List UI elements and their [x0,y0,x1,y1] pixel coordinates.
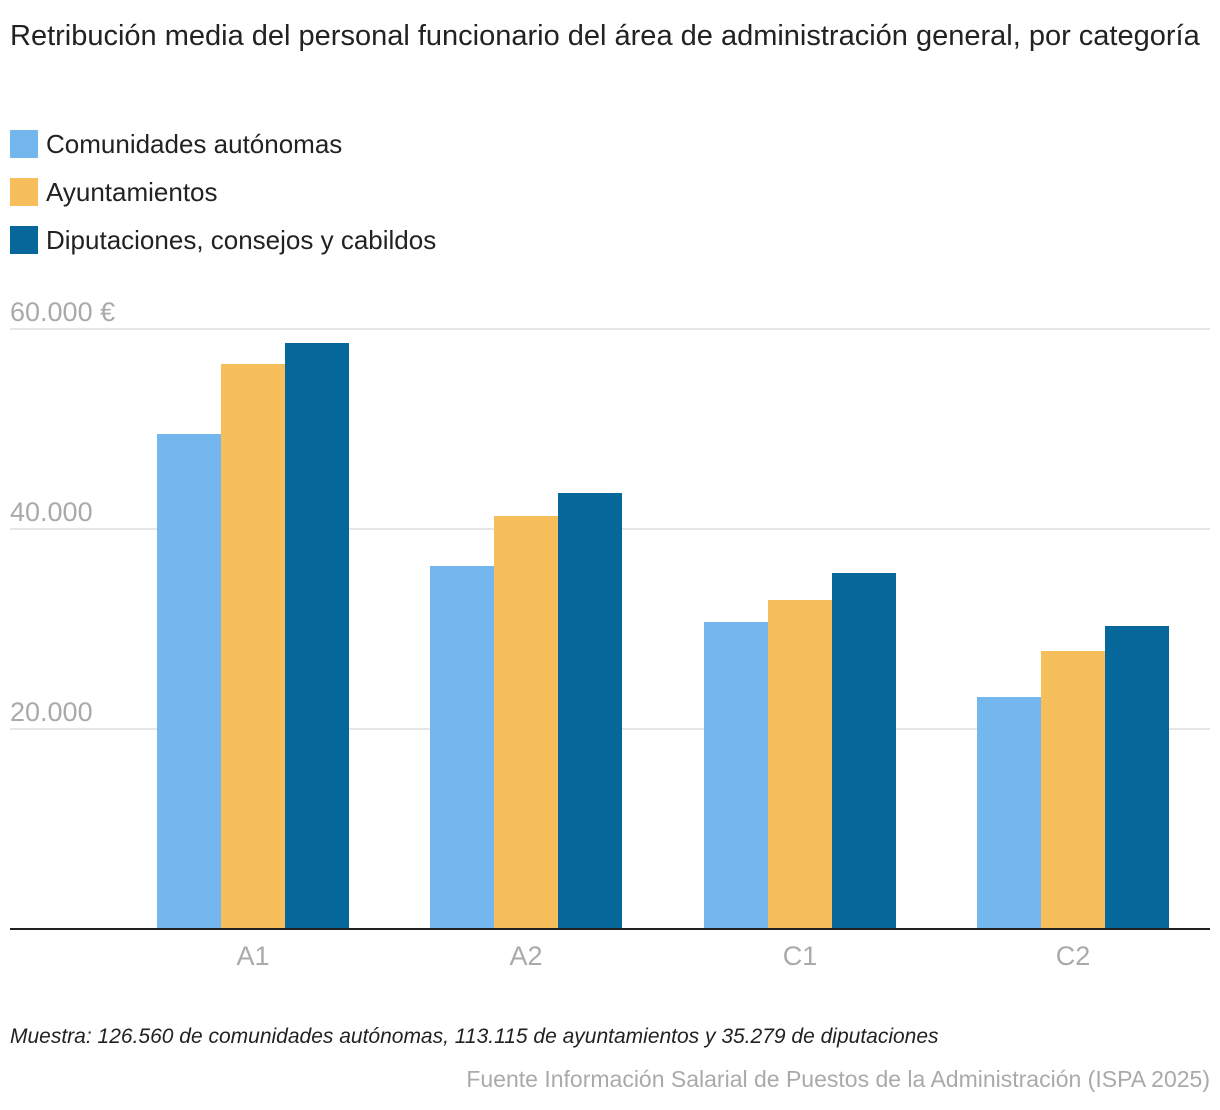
x-tick-label: A2 [509,941,542,971]
bar-A1-1 [221,364,285,929]
bar-A2-2 [558,493,622,929]
legend-item-ayto: Ayuntamientos [10,168,436,216]
source-note: Fuente Información Salarial de Puestos d… [466,1066,1210,1092]
sample-note: Muestra: 126.560 de comunidades autónoma… [10,1025,939,1048]
bar-C1-0 [704,622,768,929]
bar-A1-2 [285,343,349,929]
legend-item-ca: Comunidades autónomas [10,120,436,168]
legend-swatch [10,130,38,158]
bar-C1-1 [768,600,832,929]
bar-C1-2 [832,573,896,929]
legend: Comunidades autónomas Ayuntamientos Dipu… [10,120,436,264]
x-tick-label: A1 [236,941,269,971]
legend-item-dip: Diputaciones, consejos y cabildos [10,216,436,264]
legend-label: Diputaciones, consejos y cabildos [46,224,437,255]
bar-A2-0 [430,566,494,929]
x-tick-label: C2 [1056,941,1091,971]
bar-C2-2 [1105,626,1169,929]
bar-A1-0 [157,434,221,929]
legend-swatch [10,226,38,254]
bar-A2-1 [494,516,558,929]
bar-C2-0 [977,697,1041,929]
legend-swatch [10,178,38,206]
chart-title: Retribución media del personal funcionar… [10,20,1200,52]
legend-label: Comunidades autónomas [46,128,343,159]
y-tick-label: 60.000 € [10,297,115,327]
bar-C2-1 [1041,651,1105,929]
x-tick-label: C1 [783,941,818,971]
legend-label: Ayuntamientos [46,176,218,207]
y-tick-label: 40.000 [10,497,93,527]
y-tick-label: 20.000 [10,697,93,727]
